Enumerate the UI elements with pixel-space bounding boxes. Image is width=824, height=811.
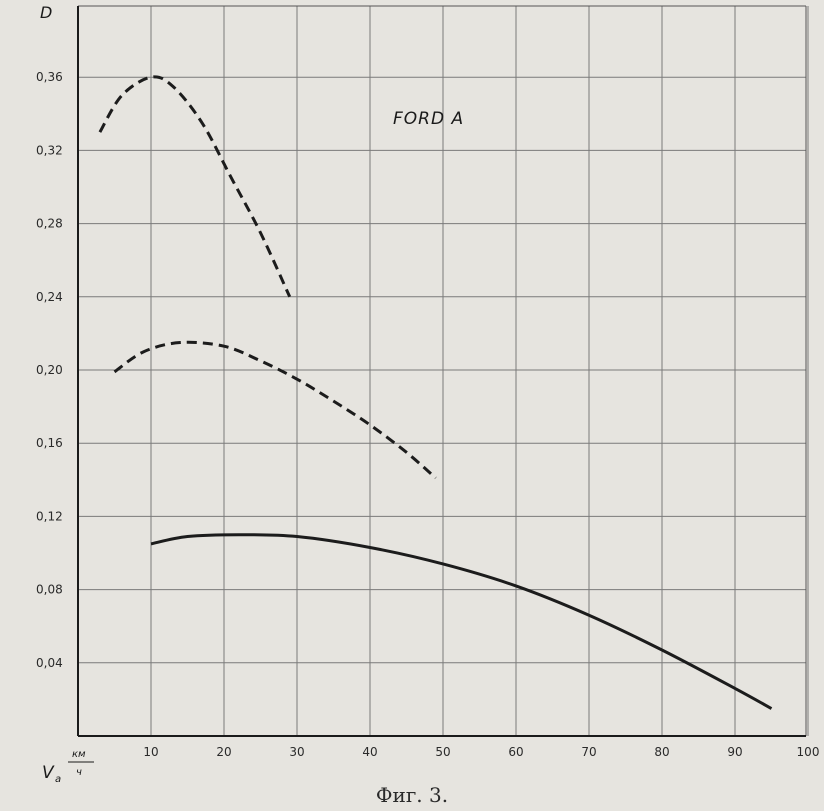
- x-tick-label: 70: [581, 745, 596, 759]
- x-tick-label: 50: [435, 745, 450, 759]
- x-tick-label: 20: [216, 745, 231, 759]
- x-tick-label: 30: [289, 745, 304, 759]
- labels-layer: D FORD A V a км ч Фиг. 3.: [40, 3, 464, 807]
- y-tick-label: 0,12: [36, 509, 63, 523]
- x-tick-label: 90: [727, 745, 742, 759]
- x-axis-unit-numerator: км: [72, 749, 86, 760]
- series-line-2: [113, 340, 437, 480]
- ford-a-annotation: FORD A: [393, 109, 464, 129]
- y-tick-label: 0,16: [36, 436, 63, 450]
- grid: [78, 6, 809, 736]
- y-tick-label: 0,28: [36, 217, 63, 231]
- series-line-3: [150, 533, 773, 710]
- figure-caption: Фиг. 3.: [376, 783, 448, 807]
- y-axis-label: D: [40, 3, 52, 22]
- x-axis-label-subscript: a: [55, 774, 61, 785]
- y-tick-label: 0,32: [36, 143, 63, 157]
- y-tick-label: 0,24: [36, 290, 63, 304]
- series-line-1: [98, 75, 292, 298]
- y-tick-label: 0,04: [36, 656, 63, 670]
- axes: 0,04 0,08 0,12 0,16 0,20 0,24 0,28 0,32 0,36 10 20…: [36, 5, 820, 759]
- x-axis-unit-denominator: ч: [76, 767, 82, 778]
- series-layer: [98, 75, 773, 710]
- x-tick-label: 60: [508, 745, 523, 759]
- x-axis-label-symbol: V: [42, 763, 55, 783]
- x-tick-label: 80: [654, 745, 669, 759]
- y-tick-label: 0,08: [36, 583, 63, 597]
- x-tick-label: 100: [797, 745, 820, 759]
- x-tick-label: 40: [362, 745, 377, 759]
- y-tick-label: 0,36: [36, 70, 63, 84]
- x-tick-label: 10: [143, 745, 158, 759]
- y-tick-label: 0,20: [36, 363, 63, 377]
